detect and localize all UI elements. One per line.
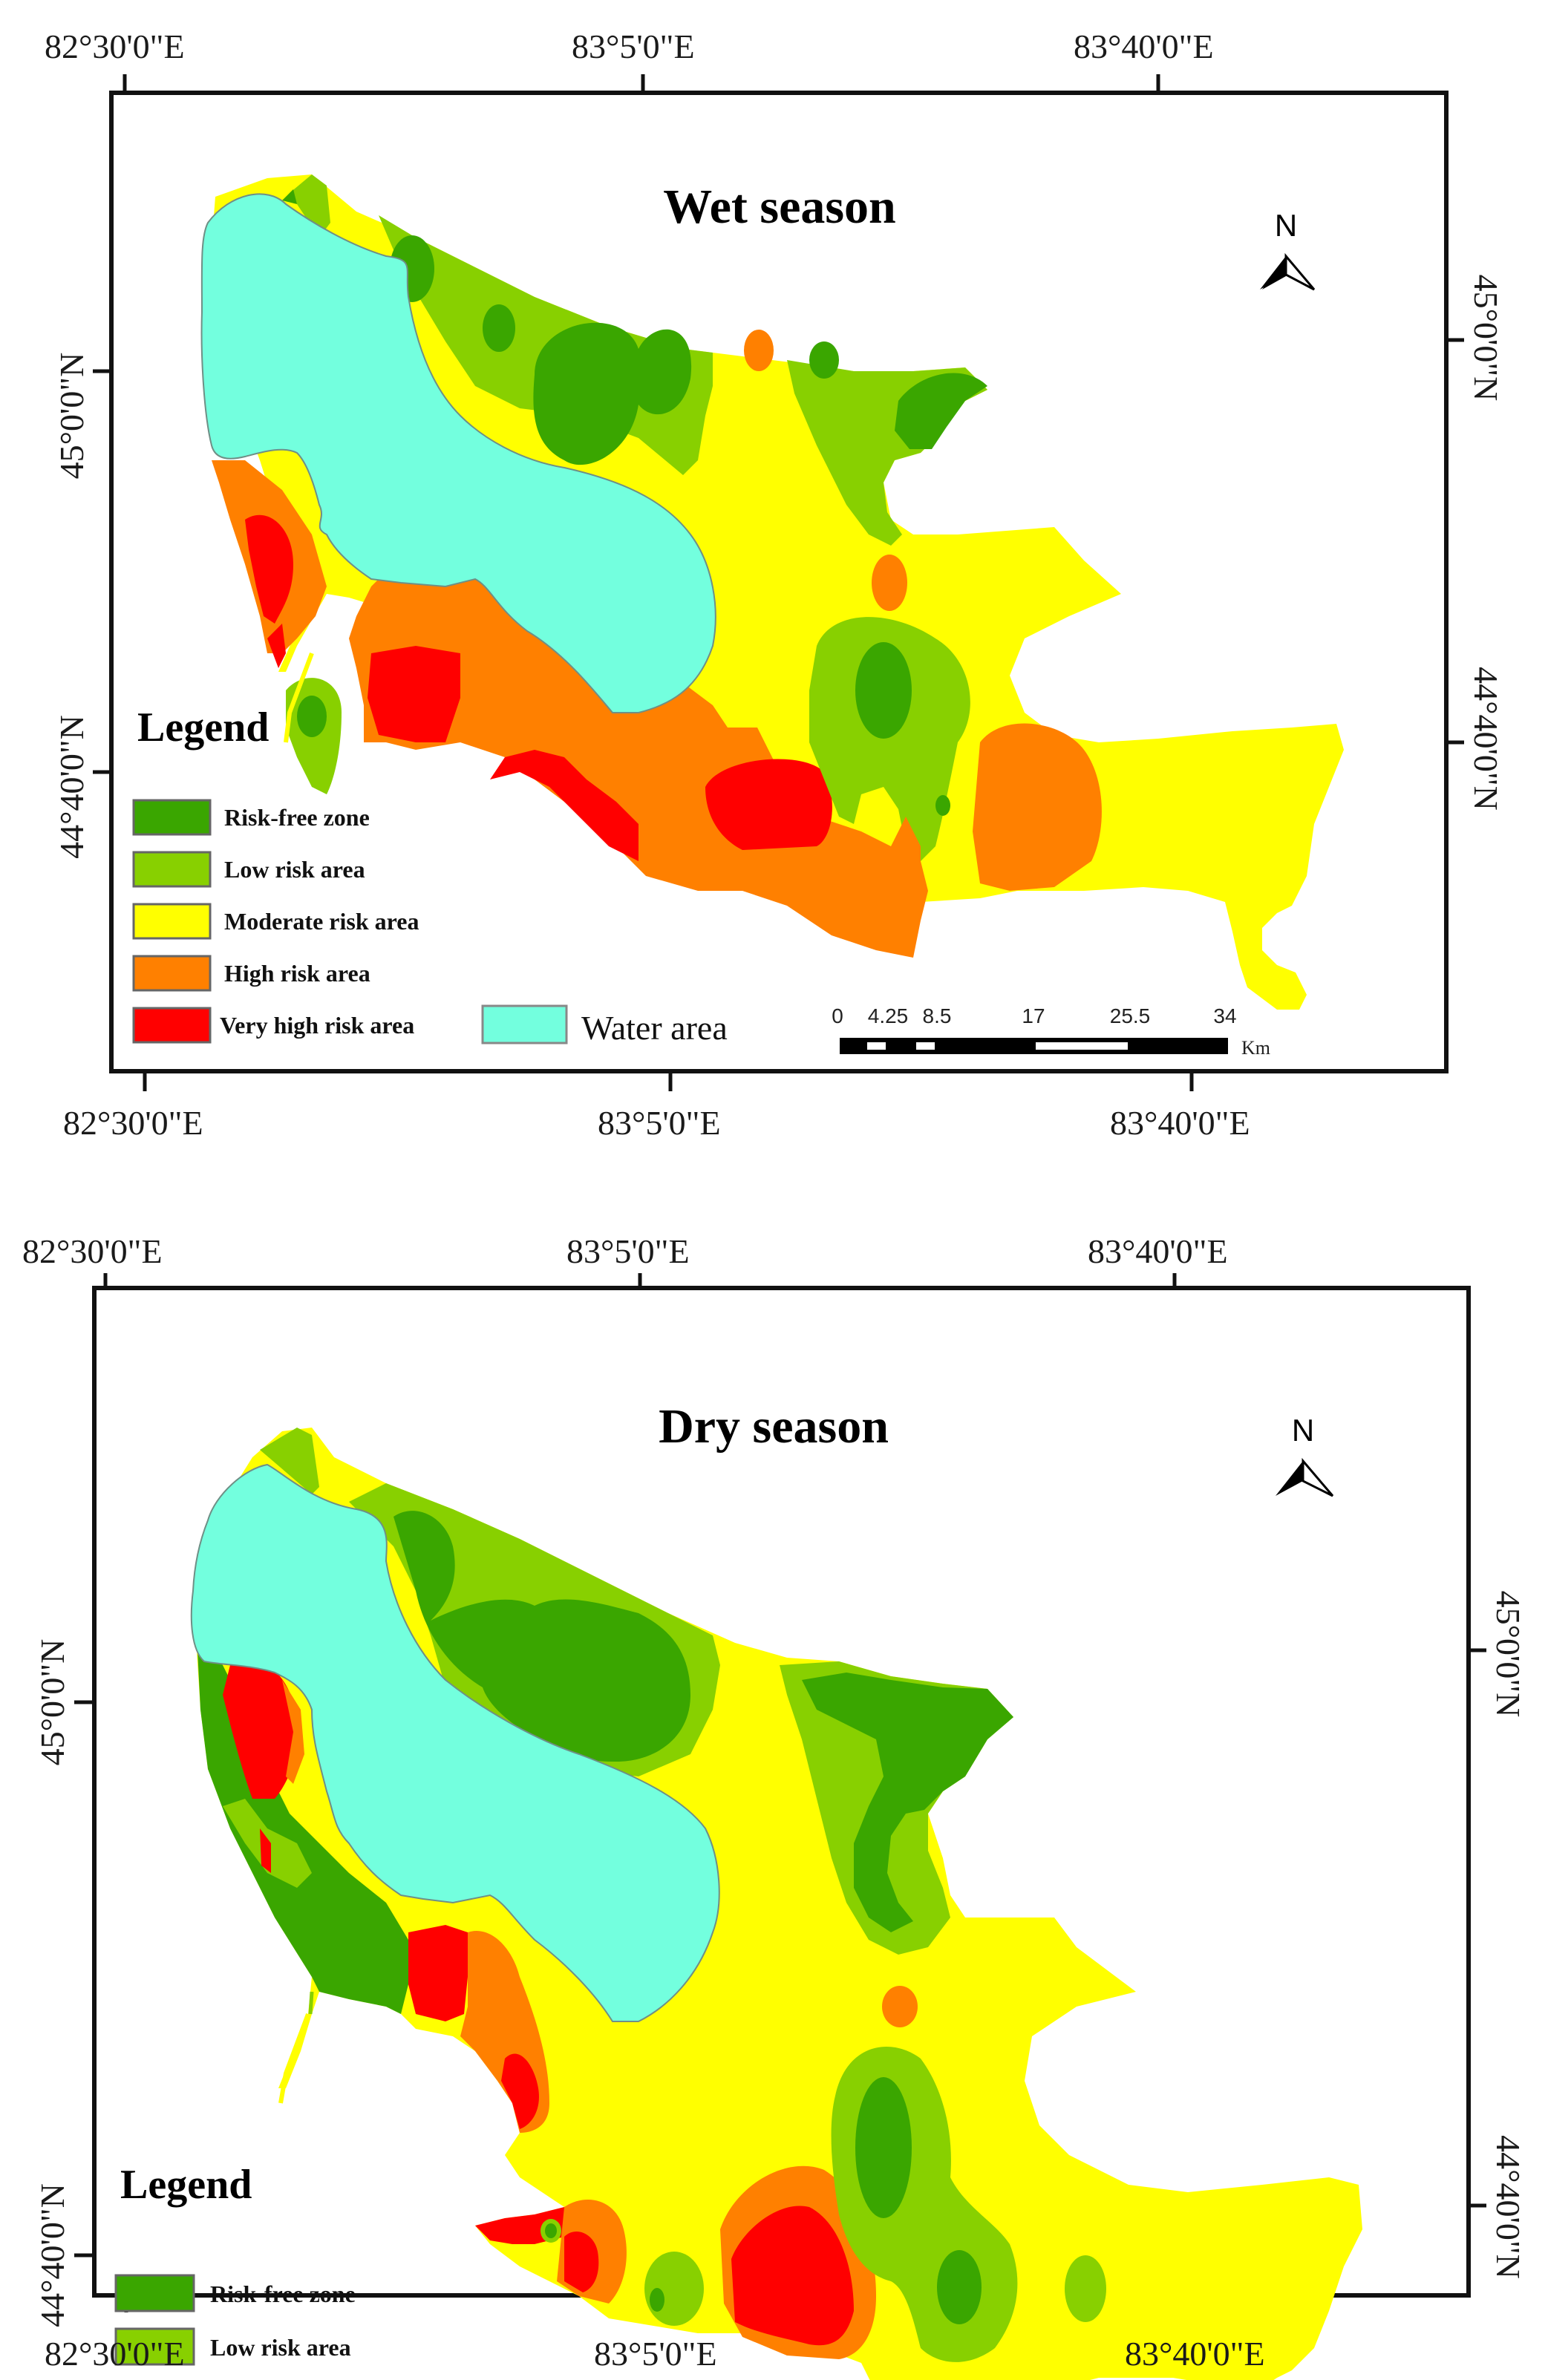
legend-item-risk-free: Risk-free zone: [132, 799, 370, 836]
right-y-tick-label: 45°0'0"N: [1467, 275, 1505, 402]
map-title: Wet season: [663, 180, 896, 234]
scale-bar: 0 4.25 8.5 17 25.5 34 Km: [832, 1004, 1270, 1059]
legend-item-low-risk: Low risk area: [132, 851, 365, 888]
top-x-tick-label: 83°5'0"E: [572, 27, 695, 65]
top-x-tick-label: 82°30'0"E: [45, 27, 185, 65]
svg-text:25.5: 25.5: [1110, 1004, 1151, 1027]
svg-text:Low risk area: Low risk area: [210, 2334, 351, 2361]
top-x-tick-label: 83°40'0"E: [1074, 27, 1214, 65]
top-x-tick-label: 83°5'0"E: [566, 1232, 690, 1270]
dry-season-panel: 82°30'0"E 83°5'0"E 83°40'0"E 45°0'0"N 44…: [0, 1190, 1548, 2380]
left-y-tick-label: 45°0'0"N: [33, 1639, 71, 1766]
legend-item-water: Water area: [481, 1004, 728, 1047]
north-arrow-icon: N: [1260, 208, 1316, 291]
bottom-x-tick-label: 83°40'0"E: [1110, 1104, 1250, 1142]
svg-text:N: N: [1292, 1413, 1314, 1448]
svg-text:34: 34: [1213, 1004, 1236, 1027]
bottom-x-tick-label: 83°40'0"E: [1125, 2335, 1265, 2373]
svg-text:17: 17: [1022, 1004, 1045, 1027]
svg-text:Risk-free zone: Risk-free zone: [210, 2281, 356, 2307]
left-y-tick-label: 44°40'0"N: [33, 2183, 71, 2327]
legend-title: Legend: [137, 704, 269, 751]
wet-season-panel: 82°30'0"E 83°5'0"E 83°40'0"E 45°0'0"N 44…: [45, 27, 1505, 1142]
bottom-x-tick-label: 82°30'0"E: [63, 1104, 203, 1142]
svg-text:4.25: 4.25: [868, 1004, 909, 1027]
top-x-tick-label: 83°40'0"E: [1088, 1232, 1228, 1270]
top-x-tick-label: 82°30'0"E: [22, 1232, 163, 1270]
svg-text:High risk area: High risk area: [224, 960, 370, 987]
svg-text:Very high risk area: Very high risk area: [220, 1012, 414, 1039]
legend-item-risk-free: Risk-free zone: [114, 2274, 356, 2312]
map-title: Dry season: [659, 1399, 889, 1454]
risk-map-dry: [190, 1428, 1362, 2380]
legend-item-very-high-risk: Very high risk area: [132, 1007, 414, 1044]
bottom-x-tick-label: 83°5'0"E: [598, 1104, 721, 1142]
legend-title: Legend: [120, 2162, 252, 2208]
north-arrow-icon: N: [1276, 1413, 1334, 1497]
right-y-tick-label: 45°0'0"N: [1489, 1591, 1527, 1718]
map-legend: Legend Risk-free zone Low risk area Mode…: [114, 2162, 356, 2366]
left-y-tick-label: 45°0'0"N: [53, 353, 91, 480]
axis-ticks: [93, 74, 1464, 1091]
legend-item-moderate-risk: Moderate risk area: [132, 903, 419, 940]
svg-text:Water area: Water area: [581, 1009, 728, 1047]
bottom-x-tick-label: 83°5'0"E: [594, 2335, 717, 2373]
svg-text:Risk-free zone: Risk-free zone: [224, 804, 370, 831]
svg-text:0: 0: [832, 1004, 843, 1027]
risk-map-wet: [200, 174, 1344, 1010]
bottom-x-tick-label: 82°30'0"E: [45, 2335, 185, 2373]
right-y-tick-label: 44°40'0"N: [1467, 667, 1505, 811]
svg-text:N: N: [1275, 208, 1297, 243]
svg-text:8.5: 8.5: [923, 1004, 952, 1027]
svg-text:Km: Km: [1241, 1037, 1270, 1059]
right-y-tick-label: 44°40'0"N: [1489, 2135, 1527, 2279]
left-y-tick-label: 44°40'0"N: [53, 715, 91, 859]
legend-item-low-risk: Low risk area: [114, 2327, 351, 2366]
svg-text:Moderate risk area: Moderate risk area: [224, 908, 419, 935]
legend-item-high-risk: High risk area: [132, 955, 370, 992]
svg-text:Low risk area: Low risk area: [224, 856, 365, 883]
map-legend: Legend Risk-free zone Low risk area Mode…: [132, 704, 728, 1047]
